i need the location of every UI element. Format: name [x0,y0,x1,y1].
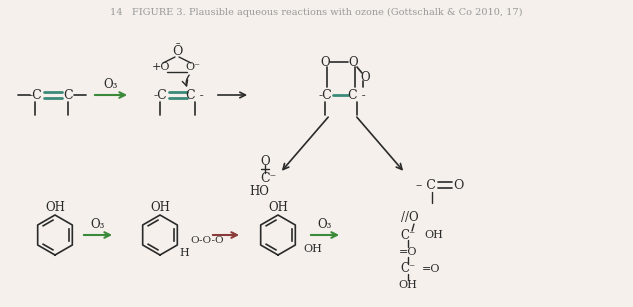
Text: C: C [63,88,73,102]
Text: Ō: Ō [172,45,182,57]
Text: -C: -C [318,88,332,102]
Text: +O: +O [152,62,170,72]
Text: C⁻: C⁻ [260,172,276,185]
Text: OH: OH [303,244,322,254]
Text: O₃: O₃ [91,217,105,231]
Text: 14   FIGURE 3. Plausible aqueous reactions with ozone (Gottschalk & Co 2010, 17): 14 FIGURE 3. Plausible aqueous reactions… [110,8,522,17]
Text: OH: OH [45,200,65,213]
Text: =O: =O [399,247,417,257]
Text: O₃: O₃ [318,217,332,231]
Text: HO: HO [249,185,269,197]
Text: O: O [260,154,270,168]
Text: C -: C - [186,88,204,102]
Text: H: H [179,248,189,258]
Text: C⁻: C⁻ [401,228,416,242]
Text: OH: OH [150,200,170,213]
Text: OH: OH [424,230,443,240]
Text: – C: – C [416,178,436,192]
Text: =O: =O [422,264,441,274]
Text: O: O [348,56,358,68]
Text: O: O [320,56,330,68]
Text: C -: C - [348,88,366,102]
Text: O: O [360,71,370,84]
Text: //O: //O [401,211,419,223]
Text: OH: OH [268,200,288,213]
Text: -C: -C [28,88,42,102]
Text: O: O [453,178,463,192]
Text: OH: OH [399,280,417,290]
Text: O⁻: O⁻ [185,62,201,72]
Text: C⁻: C⁻ [401,262,416,275]
Text: O₃: O₃ [104,77,118,91]
Text: -C: -C [153,88,167,102]
Text: O-O-O: O-O-O [190,235,223,244]
